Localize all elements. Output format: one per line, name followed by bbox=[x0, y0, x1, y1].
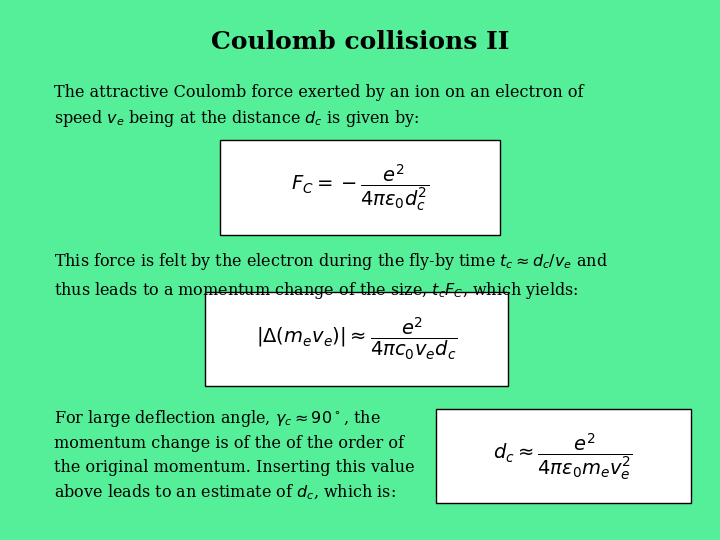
Text: For large deflection angle, $\gamma_c \approx 90^\circ$, the
momentum change is : For large deflection angle, $\gamma_c \a… bbox=[54, 408, 415, 502]
Text: Coulomb collisions II: Coulomb collisions II bbox=[211, 30, 509, 53]
FancyBboxPatch shape bbox=[205, 292, 508, 386]
Text: $|\Delta(m_e v_e)| \approx \dfrac{e^2}{4\pi c_0 v_e d_c}$: $|\Delta(m_e v_e)| \approx \dfrac{e^2}{4… bbox=[256, 316, 457, 362]
FancyBboxPatch shape bbox=[436, 409, 691, 503]
FancyBboxPatch shape bbox=[220, 140, 500, 235]
Text: This force is felt by the electron during the fly-by time $t_c \approx d_c/v_e$ : This force is felt by the electron durin… bbox=[54, 251, 608, 301]
Text: $d_c \approx \dfrac{e^2}{4\pi\epsilon_0 m_e v_e^2}$: $d_c \approx \dfrac{e^2}{4\pi\epsilon_0 … bbox=[493, 431, 633, 482]
Text: $F_C = -\dfrac{e^2}{4\pi\epsilon_0 d_c^2}$: $F_C = -\dfrac{e^2}{4\pi\epsilon_0 d_c^2… bbox=[291, 163, 429, 213]
Text: The attractive Coulomb force exerted by an ion on an electron of
speed $v_e$ bei: The attractive Coulomb force exerted by … bbox=[54, 84, 583, 129]
